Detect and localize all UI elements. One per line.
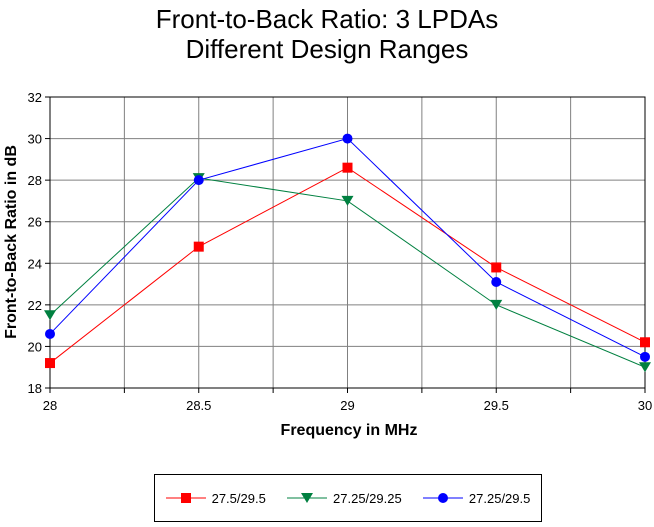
y-tick-label: 18 xyxy=(28,381,42,396)
data-point-series-3 xyxy=(45,328,55,339)
data-point-series-3 xyxy=(491,276,502,287)
data-point-series-3 xyxy=(342,133,353,144)
data-point-series-2 xyxy=(44,310,56,321)
y-tick-label: 30 xyxy=(28,132,42,147)
data-point-series-1 xyxy=(193,241,204,252)
legend-label-series-3: 27.25/29.5 xyxy=(468,490,531,506)
data-point-series-2 xyxy=(490,299,503,310)
data-point-series-3 xyxy=(193,175,204,186)
data-point-series-2 xyxy=(341,195,354,206)
x-tick-label: 29.5 xyxy=(484,398,509,413)
legend-label-series-2: 27.25/29.25 xyxy=(333,490,402,506)
data-point-series-1 xyxy=(640,337,650,348)
chart-title-line-1: Front-to-Back Ratio: 3 LPDAs xyxy=(155,4,499,34)
legend: 27.5/29.5 27.25/29.25 27.25/29.5 xyxy=(154,474,542,522)
y-tick-label: 24 xyxy=(28,256,42,271)
data-point-series-1 xyxy=(45,358,55,369)
legend-item-series-3: 27.25/29.5 xyxy=(422,490,531,506)
data-point-series-1 xyxy=(342,162,353,173)
x-tick-label: 28.5 xyxy=(186,398,211,413)
x-tick-label: 29 xyxy=(340,398,354,413)
chart-title-line-2: Different Design Ranges xyxy=(185,34,469,64)
x-tick-label: 30 xyxy=(638,398,652,413)
plot-border xyxy=(49,96,646,389)
y-tick-label: 26 xyxy=(28,215,42,230)
legend-label-series-1: 27.5/29.5 xyxy=(211,490,266,506)
legend-swatch-series-2 xyxy=(287,493,328,503)
legend-item-series-1: 27.5/29.5 xyxy=(165,490,266,506)
data-point-series-2 xyxy=(639,362,651,373)
data-point-series-1 xyxy=(491,262,502,273)
x-axis-label: Frequency in MHz xyxy=(280,422,418,439)
y-tick-label: 32 xyxy=(28,90,42,105)
legend-swatch-series-3 xyxy=(422,493,463,503)
data-point-series-3 xyxy=(640,351,650,362)
x-tick-label: 28 xyxy=(43,398,57,413)
legend-swatch-series-1 xyxy=(165,493,206,503)
legend-item-series-2: 27.25/29.25 xyxy=(287,491,402,506)
y-tick-label: 20 xyxy=(28,339,42,354)
y-tick-label: 22 xyxy=(28,298,42,313)
y-axis-label: Front-to-Back Ratio in dB xyxy=(3,145,20,339)
y-tick-label: 28 xyxy=(28,173,42,188)
